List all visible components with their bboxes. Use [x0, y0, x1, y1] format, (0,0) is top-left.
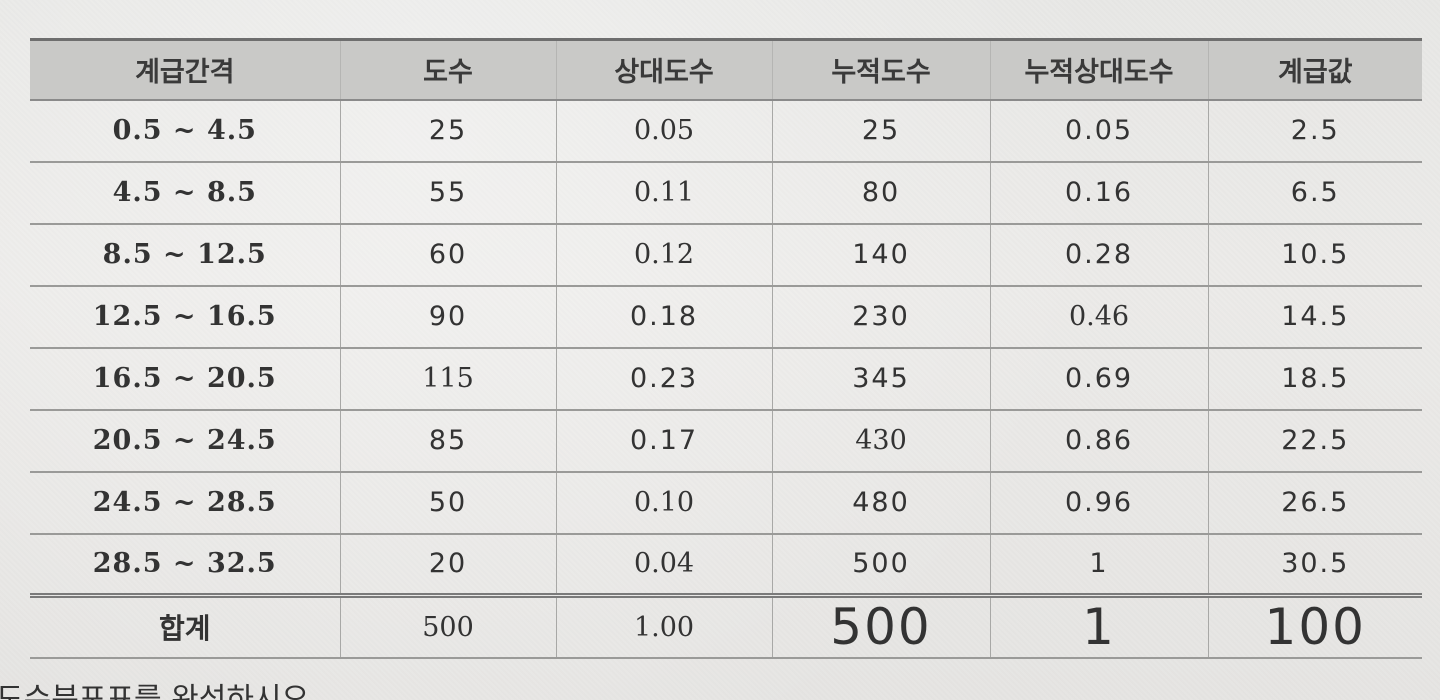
cell-cumulative-frequency-handwritten: 480: [771, 471, 990, 535]
cell-cumulative-frequency: 430: [771, 409, 990, 473]
cell-frequency-handwritten: 20: [339, 533, 556, 597]
cell-frequency: 115: [339, 347, 556, 411]
cell-relative-frequency: 0.12: [555, 223, 772, 287]
cell-class-mark-handwritten: 10.5: [1207, 223, 1422, 287]
cell-cumulative-frequency-handwritten: 80: [771, 161, 990, 225]
cell-relative-frequency-handwritten: 0.23: [555, 347, 772, 411]
total-class-mark-handwritten: 100: [1207, 593, 1422, 659]
cell-frequency-handwritten: 25: [339, 99, 556, 163]
cell-frequency-handwritten: 85: [339, 409, 556, 473]
total-label: 합계: [30, 593, 340, 659]
cell-cumulative-relative-handwritten: 0.96: [989, 471, 1208, 535]
cell-class-mark-handwritten: 26.5: [1207, 471, 1422, 535]
cell-interval: 12.5 ~ 16.5: [30, 285, 340, 349]
cell-cumulative-frequency-handwritten: 345: [771, 347, 990, 411]
table-row: 24.5 ~ 28.5 50 0.10 480 0.96 26.5: [30, 471, 1422, 535]
cell-cumulative-relative-handwritten: 0.16: [989, 161, 1208, 225]
cell-class-mark-handwritten: 14.5: [1207, 285, 1422, 349]
cell-cumulative-relative-handwritten: 0.86: [989, 409, 1208, 473]
total-cumulative-frequency-handwritten: 500: [771, 593, 990, 659]
cell-class-mark-handwritten: 2.5: [1207, 99, 1422, 163]
cell-cumulative-relative: 0.46: [989, 285, 1208, 349]
total-cumulative-relative-handwritten: 1: [989, 593, 1208, 659]
table-row: 16.5 ~ 20.5 115 0.23 345 0.69 18.5: [30, 347, 1422, 411]
table-row: 4.5 ~ 8.5 55 0.11 80 0.16 6.5: [30, 161, 1422, 225]
header-frequency: 도수: [339, 38, 556, 101]
cell-class-mark-handwritten: 22.5: [1207, 409, 1422, 473]
cell-interval: 28.5 ~ 32.5: [30, 533, 340, 597]
cell-interval: 16.5 ~ 20.5: [30, 347, 340, 411]
header-relative-frequency: 상대도수: [555, 38, 772, 101]
cell-interval: 20.5 ~ 24.5: [30, 409, 340, 473]
cell-relative-frequency: 0.05: [555, 99, 772, 163]
cell-class-mark-handwritten: 18.5: [1207, 347, 1422, 411]
total-frequency: 500: [339, 593, 556, 659]
cell-cumulative-relative-handwritten: 0.05: [989, 99, 1208, 163]
header-class-interval: 계급간격: [30, 38, 340, 101]
header-cumulative-relative-frequency: 누적상대도수: [989, 38, 1208, 101]
cell-class-mark-handwritten: 30.5: [1207, 533, 1422, 597]
cell-cumulative-relative-handwritten: 0.28: [989, 223, 1208, 287]
cell-frequency-handwritten: 90: [339, 285, 556, 349]
cell-interval: 4.5 ~ 8.5: [30, 161, 340, 225]
cell-interval: 0.5 ~ 4.5: [30, 99, 340, 163]
cell-relative-frequency-handwritten: 0.18: [555, 285, 772, 349]
header-row: 계급간격 도수 상대도수 누적도수 누적상대도수 계급값: [30, 38, 1422, 101]
table-row: 28.5 ~ 32.5 20 0.04 500 1 30.5: [30, 533, 1422, 597]
cell-class-mark-handwritten: 6.5: [1207, 161, 1422, 225]
cell-interval: 8.5 ~ 12.5: [30, 223, 340, 287]
table-row: 8.5 ~ 12.5 60 0.12 140 0.28 10.5: [30, 223, 1422, 287]
cell-interval: 24.5 ~ 28.5: [30, 471, 340, 535]
header-cumulative-frequency: 누적도수: [771, 38, 990, 101]
cell-cumulative-frequency-handwritten: 25: [771, 99, 990, 163]
cell-cumulative-relative-handwritten: 1: [989, 533, 1208, 597]
cut-off-instruction-text: 도수분포표를 완성하시오: [0, 682, 310, 700]
cell-frequency-handwritten: 50: [339, 471, 556, 535]
total-relative-frequency: 1.00: [555, 593, 772, 659]
cell-relative-frequency: 0.04: [555, 533, 772, 597]
cell-cumulative-frequency-handwritten: 500: [771, 533, 990, 597]
table-row: 0.5 ~ 4.5 25 0.05 25 0.05 2.5: [30, 99, 1422, 163]
cell-relative-frequency: 0.10: [555, 471, 772, 535]
cell-cumulative-relative-handwritten: 0.69: [989, 347, 1208, 411]
header-class-mark: 계급값: [1207, 38, 1422, 101]
cell-cumulative-frequency-handwritten: 140: [771, 223, 990, 287]
total-row: 합계 500 1.00 500 1 100: [30, 593, 1422, 659]
cell-frequency-handwritten: 55: [339, 161, 556, 225]
table-row: 12.5 ~ 16.5 90 0.18 230 0.46 14.5: [30, 285, 1422, 349]
frequency-distribution-table: 계급간격 도수 상대도수 누적도수 누적상대도수 계급값 0.5 ~ 4.5 2…: [30, 38, 1422, 659]
table-row: 20.5 ~ 24.5 85 0.17 430 0.86 22.5: [30, 409, 1422, 473]
cell-cumulative-frequency-handwritten: 230: [771, 285, 990, 349]
cell-relative-frequency-handwritten: 0.17: [555, 409, 772, 473]
cell-relative-frequency: 0.11: [555, 161, 772, 225]
cell-frequency-handwritten: 60: [339, 223, 556, 287]
